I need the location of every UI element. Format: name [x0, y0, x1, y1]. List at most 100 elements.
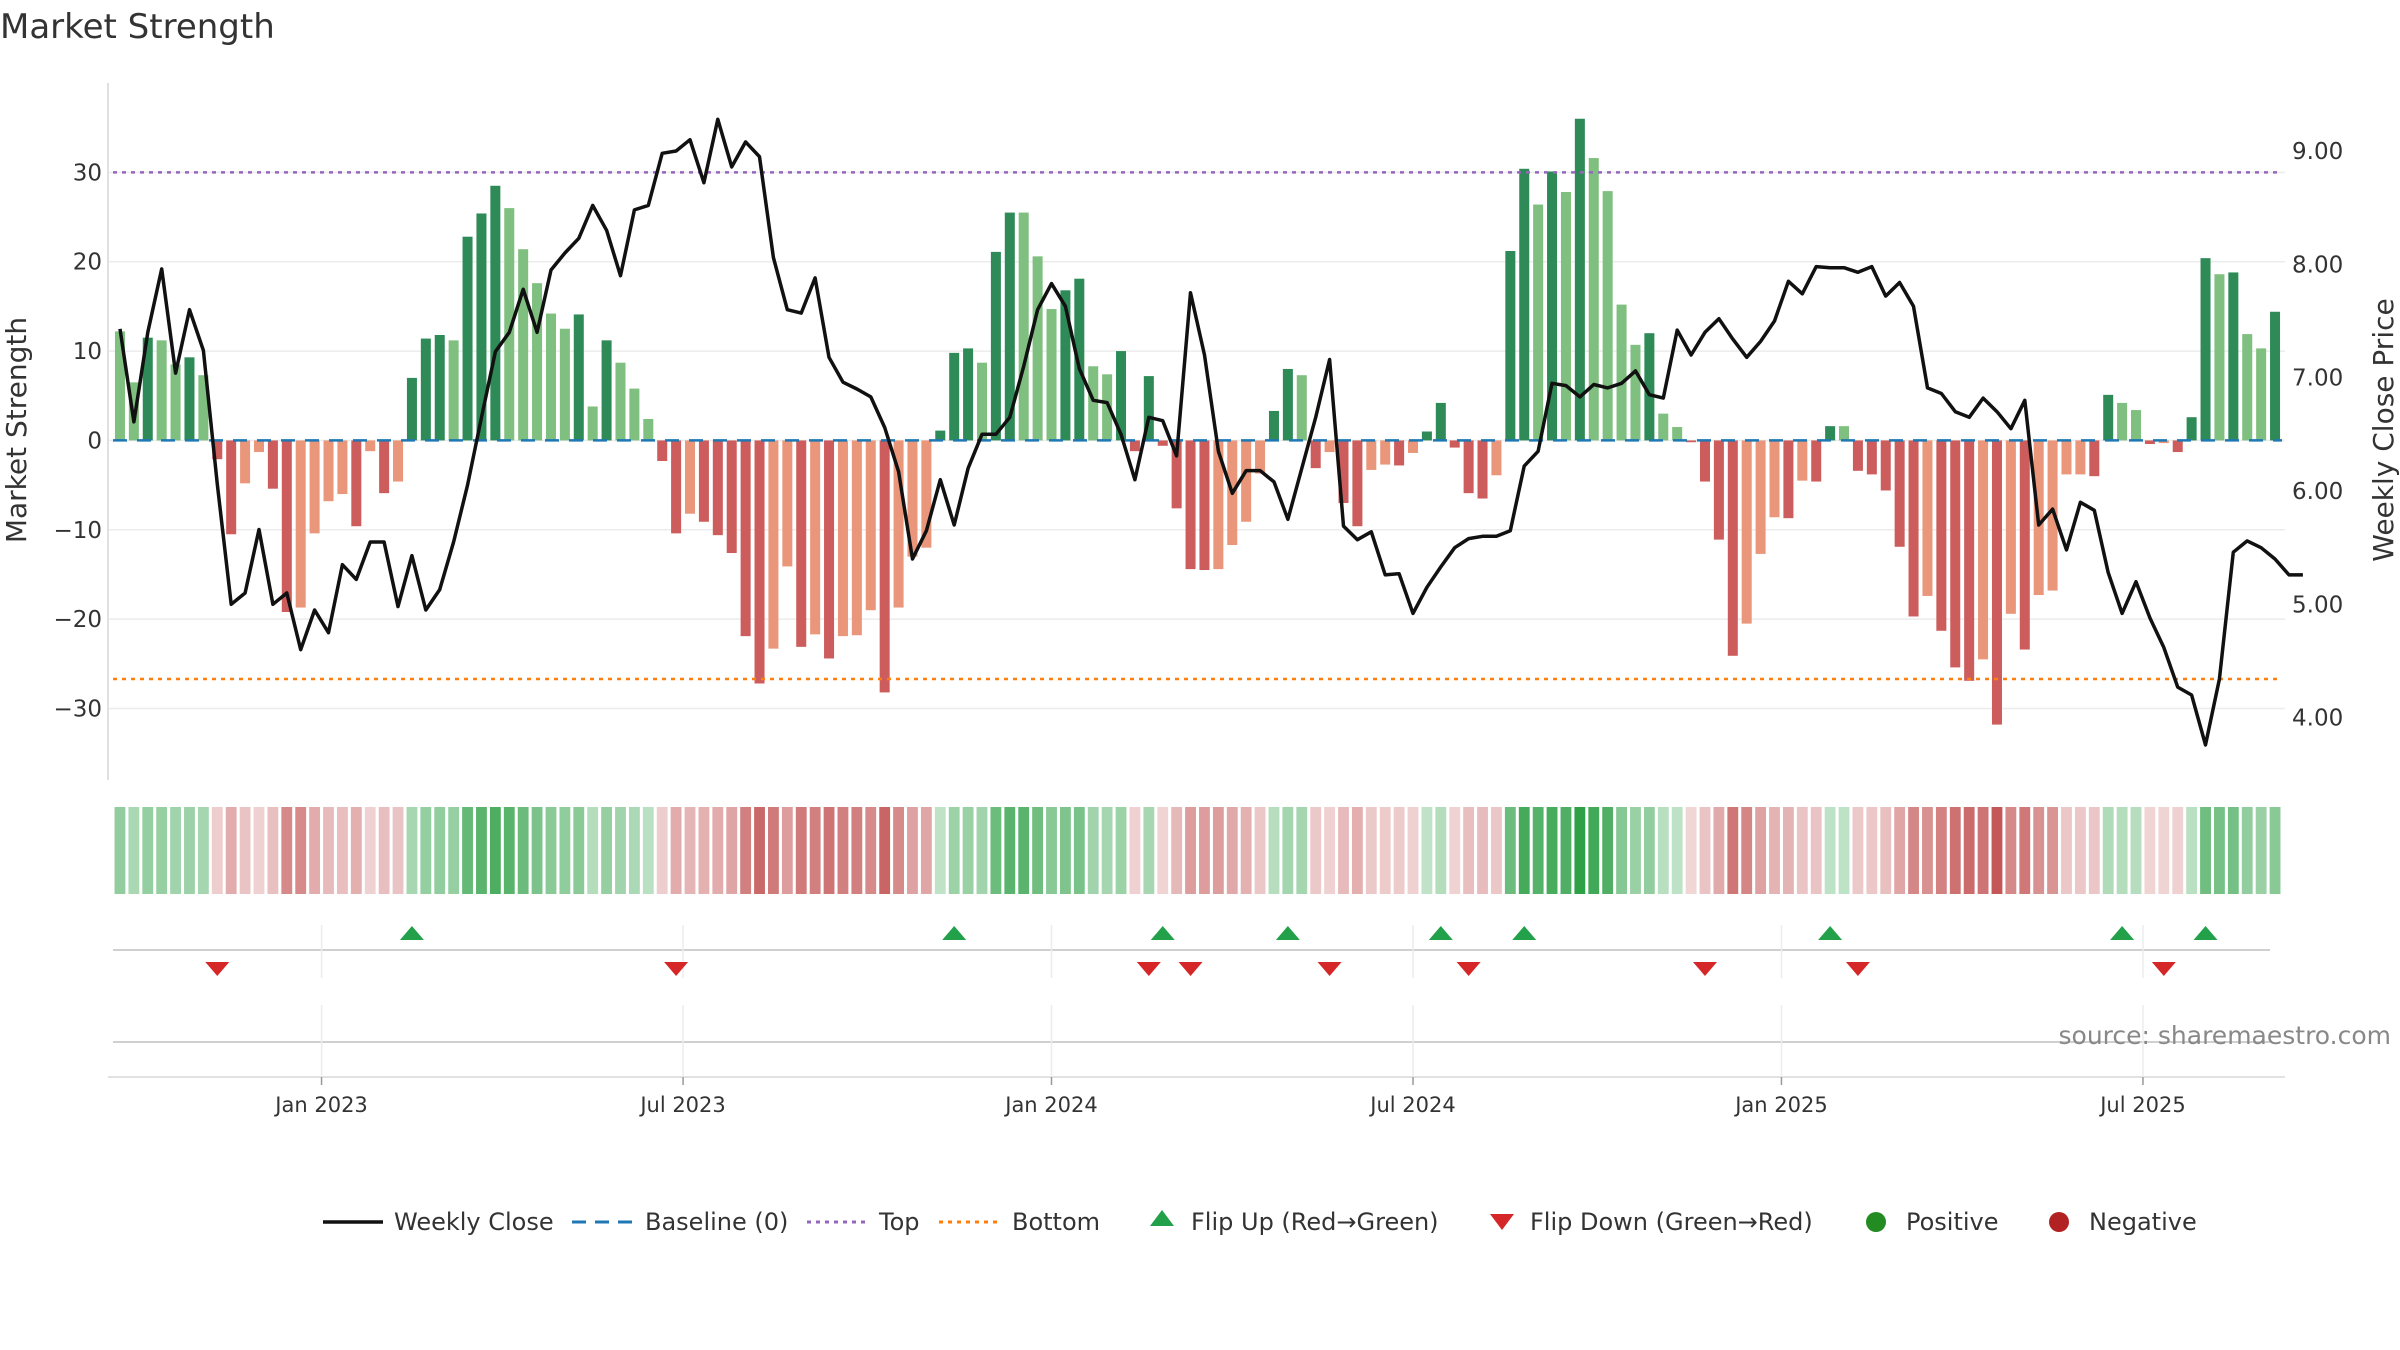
heat-cell [642, 807, 654, 894]
heat-cell [1407, 807, 1419, 894]
heat-cell [851, 807, 863, 894]
y2-tick-label: 5.00 [2292, 592, 2343, 618]
heat-cell [142, 807, 154, 894]
heat-cell [823, 807, 835, 894]
heat-cell [754, 807, 765, 894]
strength-bar [657, 440, 668, 461]
heat-cell [1908, 807, 1919, 894]
heat-cell [1685, 807, 1697, 894]
heat-cell [1769, 807, 1780, 894]
strength-bar [2075, 440, 2086, 475]
strength-bar [1338, 440, 1349, 503]
heat-cell [253, 807, 265, 894]
strength-bar [1658, 413, 1669, 441]
strength-bar [462, 236, 473, 441]
strength-bar [2256, 348, 2267, 441]
heat-cell [837, 807, 849, 894]
heat-cell [1977, 807, 1989, 894]
strength-bar [1630, 344, 1641, 441]
heat-cell [962, 807, 974, 894]
flip-panel-grid [113, 925, 2270, 978]
heat-cell [1727, 807, 1739, 894]
strength-bar [1574, 118, 1585, 441]
heat-cell [2005, 807, 2017, 894]
y-tick-label: 10 [73, 339, 102, 365]
heat-cell [1087, 807, 1099, 894]
heat-cell [726, 807, 738, 894]
strength-bar [434, 334, 445, 441]
strength-bar [2228, 272, 2239, 441]
heat-cell [1824, 807, 1836, 894]
strength-bar [476, 213, 487, 441]
heat-cell [1129, 807, 1141, 894]
strength-bar [1352, 440, 1363, 527]
flip-markers [205, 926, 2218, 976]
strength-bar [1268, 410, 1279, 441]
strength-bar [1922, 440, 1933, 596]
heat-cell [1338, 807, 1349, 894]
heat-cell [1796, 807, 1808, 894]
flip-up-marker [399, 926, 424, 940]
dot-panel-grid [108, 1005, 2285, 1078]
strength-bar [114, 331, 125, 441]
strength-bar [1310, 440, 1321, 469]
legend-swatch [1150, 1210, 1174, 1226]
heat-cell [2227, 807, 2239, 894]
heat-cell [1379, 807, 1391, 894]
weekly-close-line [118, 117, 2303, 747]
heat-cell [1324, 807, 1336, 894]
heat-cell [1199, 807, 1210, 894]
strength-bar [1686, 440, 1697, 443]
heat-cell [2269, 807, 2281, 894]
heat-cell [1171, 807, 1183, 894]
strength-bar [1143, 376, 1154, 441]
heat-cell [1004, 807, 1016, 894]
y-axis-label: Market Strength [0, 317, 33, 543]
heat-cell [976, 807, 988, 894]
strength-bar [156, 340, 167, 441]
heat-cell [531, 807, 543, 894]
strength-bar [2270, 311, 2281, 441]
strength-bar [685, 440, 696, 514]
heat-cell [225, 807, 237, 894]
legend-item-top: Top [807, 1208, 920, 1236]
strength-bar [1324, 440, 1335, 453]
flip-up-marker [1512, 926, 1537, 940]
heat-cell [1602, 807, 1614, 894]
legend-swatch [1490, 1214, 1514, 1230]
heat-cell [1240, 807, 1252, 894]
flip-up-marker [2110, 926, 2135, 940]
heat-cell [1838, 807, 1850, 894]
strength-bar [726, 440, 737, 554]
heat-cell [1310, 807, 1322, 894]
strength-bar [1449, 440, 1460, 448]
chart-title: Market Strength [0, 7, 275, 47]
heat-cell [615, 807, 626, 894]
strength-bar [754, 440, 765, 684]
heat-cell [1894, 807, 1906, 894]
heat-cell [1268, 807, 1280, 894]
strength-bar [2131, 410, 2142, 441]
heat-cell [1226, 807, 1238, 894]
strength-bar [1811, 440, 1822, 482]
legend-label: Bottom [1012, 1208, 1100, 1236]
heat-cell [2172, 807, 2184, 894]
strength-bar [837, 440, 848, 637]
flip-down-marker [2151, 962, 2176, 976]
heat-cell [559, 807, 571, 894]
heat-cell [434, 807, 446, 894]
x-axis-ticks: Jan 2023 Jul 2023 Jan 2024 Jul 2024 Jan 2025… [273, 1077, 2186, 1117]
legend-item-baseline: Baseline (0) [572, 1208, 788, 1236]
strength-bar [824, 440, 835, 659]
strength-bar [1074, 278, 1085, 441]
legend-item-dot-neg: Negative [2049, 1208, 2197, 1236]
flip-down-marker [1136, 962, 1161, 976]
y-tick-label: −10 [53, 518, 102, 544]
strength-bar [1533, 204, 1544, 441]
strength-bar [1282, 368, 1293, 441]
strength-bar [1185, 440, 1196, 570]
y2-tick-label: 4.00 [2292, 706, 2343, 732]
heat-cell [1101, 807, 1113, 894]
heat-cell [2255, 807, 2267, 894]
strength-bar [2047, 440, 2058, 591]
